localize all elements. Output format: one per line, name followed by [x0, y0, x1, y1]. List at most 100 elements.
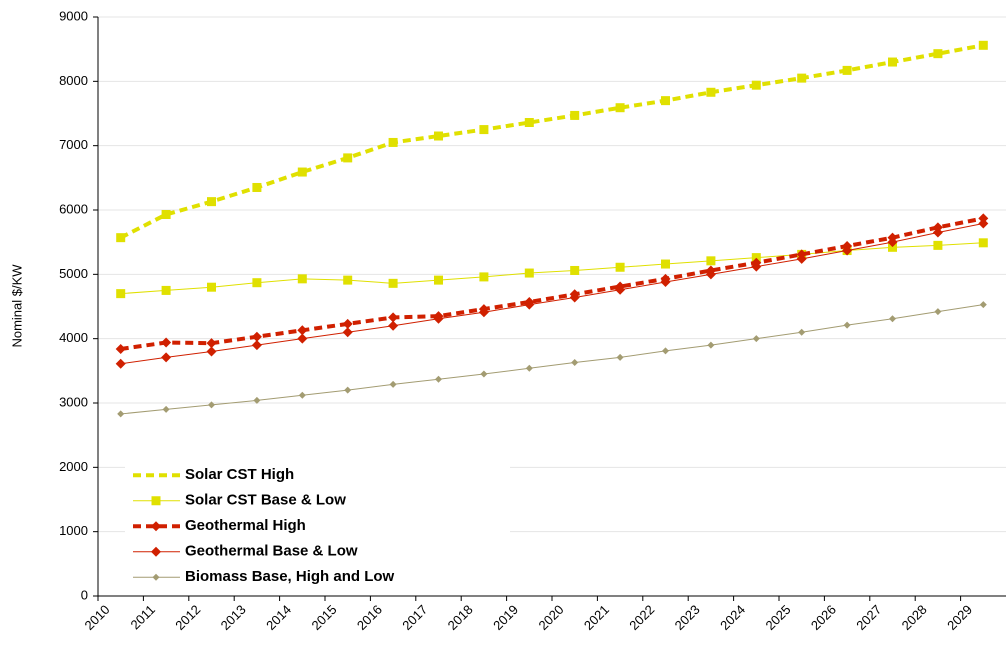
marker: [480, 370, 488, 378]
x-tick-label: 2023: [672, 602, 703, 633]
marker: [479, 272, 489, 282]
x-tick-label: 2028: [899, 602, 930, 633]
marker: [706, 87, 716, 97]
marker: [569, 292, 580, 303]
marker: [152, 573, 160, 581]
y-tick-label: 1000: [59, 523, 88, 538]
marker: [116, 289, 126, 299]
marker: [707, 341, 715, 349]
marker: [297, 167, 307, 177]
marker: [751, 261, 762, 272]
y-tick-label: 4000: [59, 330, 88, 345]
legend-label: Biomass Base, High and Low: [185, 568, 395, 585]
x-tick-label: 2022: [626, 602, 657, 633]
y-tick-label: 8000: [59, 73, 88, 88]
series-line: [120, 242, 984, 295]
legend-label: Solar CST Base & Low: [185, 492, 346, 509]
marker: [342, 327, 353, 338]
marker: [889, 315, 896, 323]
marker: [888, 242, 897, 252]
marker: [388, 278, 398, 288]
y-tick-label: 2000: [59, 459, 88, 474]
marker: [342, 318, 353, 329]
x-tick-label: 2017: [399, 602, 430, 633]
marker: [978, 40, 988, 50]
marker: [297, 274, 307, 284]
marker: [524, 118, 534, 128]
marker: [978, 238, 988, 248]
marker: [434, 275, 443, 285]
series-line: [119, 43, 984, 240]
y-axis-label: Nominal $/KW: [9, 264, 24, 348]
marker: [615, 262, 625, 272]
x-tick-label: 2015: [308, 602, 339, 633]
marker: [842, 65, 852, 75]
y-tick-label: 5000: [59, 266, 88, 281]
marker: [161, 210, 171, 220]
marker: [206, 346, 217, 357]
marker: [843, 321, 851, 329]
marker: [389, 380, 397, 388]
marker: [297, 333, 308, 344]
marker: [344, 386, 352, 394]
marker: [797, 73, 807, 83]
x-tick-label: 2011: [128, 602, 158, 632]
x-tick-label: 2020: [535, 602, 566, 633]
marker: [206, 338, 217, 349]
marker: [524, 268, 534, 278]
marker: [161, 337, 172, 348]
marker: [253, 396, 261, 404]
y-tick-label: 0: [81, 587, 88, 602]
x-tick-label: 2026: [808, 602, 839, 633]
marker: [161, 285, 171, 295]
marker: [796, 253, 807, 264]
x-tick-label: 2029: [944, 602, 975, 633]
marker: [434, 131, 443, 141]
marker: [297, 325, 308, 336]
marker: [932, 227, 943, 238]
legend-box: [125, 458, 510, 592]
marker: [525, 364, 533, 372]
marker: [615, 284, 626, 295]
x-tick-label: 2016: [354, 602, 385, 633]
legend-label: Solar CST High: [185, 466, 294, 483]
marker: [661, 96, 670, 106]
series-line: [120, 216, 984, 351]
marker: [751, 80, 761, 90]
marker: [752, 335, 760, 343]
x-tick-label: 2010: [81, 602, 112, 633]
marker: [343, 275, 353, 285]
marker: [252, 278, 262, 288]
marker: [252, 182, 262, 192]
marker: [751, 253, 761, 263]
x-tick-label: 2018: [445, 602, 476, 633]
marker: [615, 103, 625, 113]
marker: [661, 259, 670, 269]
marker: [161, 352, 172, 363]
marker: [524, 299, 535, 310]
marker: [570, 110, 580, 120]
marker: [151, 546, 161, 557]
marker: [343, 153, 353, 163]
marker: [251, 340, 262, 351]
x-tick-label: 2024: [717, 602, 748, 633]
y-tick-label: 7000: [59, 137, 88, 152]
marker: [478, 307, 489, 318]
marker: [479, 125, 489, 135]
marker: [207, 197, 216, 207]
marker: [162, 405, 170, 413]
marker: [207, 282, 216, 292]
marker: [842, 245, 853, 256]
x-tick-label: 2019: [490, 602, 521, 633]
marker: [888, 57, 897, 67]
marker: [570, 265, 580, 275]
marker: [388, 320, 399, 331]
x-tick-label: 2014: [263, 602, 294, 633]
y-tick-label: 6000: [59, 201, 88, 216]
series-line: [120, 304, 984, 415]
x-tick-label: 2021: [581, 602, 612, 633]
marker: [798, 328, 806, 336]
marker: [934, 308, 942, 316]
marker: [660, 277, 671, 288]
legend-label: Geothermal Base & Low: [185, 543, 358, 560]
